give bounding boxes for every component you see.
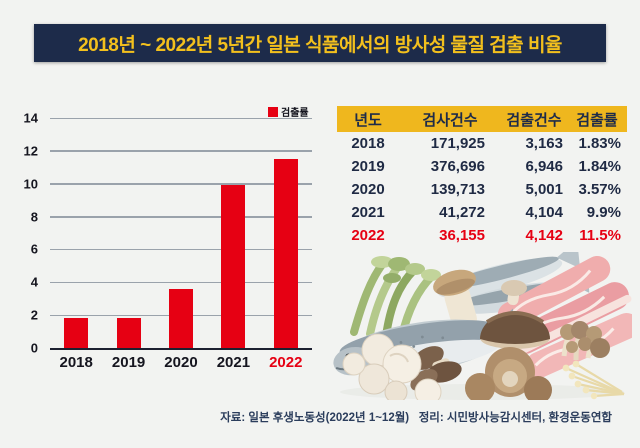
x-tick-label: 2020 bbox=[164, 354, 198, 371]
table-row: 2022 36,155 4,142 11.5% bbox=[337, 224, 627, 247]
legend-label: 검출률 bbox=[281, 108, 309, 119]
table-cell: 9.9% bbox=[586, 204, 621, 221]
y-tick-label: 14 bbox=[23, 110, 38, 126]
table-cell: 2019 bbox=[351, 158, 385, 175]
table-body: 2018 171,925 3,163 1.83% 2019 376,696 6,946 1.8… bbox=[337, 132, 627, 247]
x-tick-label: 2019 bbox=[111, 354, 146, 371]
table-cell: 41,272 bbox=[439, 204, 485, 221]
table-cell: 11.5% bbox=[579, 227, 621, 244]
table-cell: 171,925 bbox=[430, 135, 485, 152]
table-row: 2021 41,272 4,104 9.9% bbox=[337, 201, 627, 224]
y-tick-label: 8 bbox=[30, 209, 38, 225]
source-note: 자료: 일본 후생노동성(2022년 1~12월) 정리: 시민방사능감시센터,… bbox=[220, 412, 612, 424]
table-header-row: 년도 검사건수 검출건수 검출률 bbox=[337, 106, 627, 132]
bar-2021 bbox=[221, 185, 246, 348]
table-cell: 3.57% bbox=[578, 181, 621, 198]
page-title: 2018년 ~ 2022년 5년간 일본 식품에서의 방사성 물질 검출 비율 bbox=[78, 34, 562, 56]
table-row: 2020 139,713 5,001 3.57% bbox=[337, 178, 627, 201]
x-tick-label: 2022 bbox=[269, 354, 303, 371]
table-cell: 2022 bbox=[351, 227, 385, 244]
x-tick-label: 2021 bbox=[216, 354, 251, 371]
bar-chart: 검출률 0 2 4 6 8 10 12 14 2018 2019 2020 2021 2022 bbox=[0, 95, 332, 385]
gridline bbox=[50, 117, 312, 119]
table-cell: 3,163 bbox=[525, 135, 563, 152]
y-axis: 0 2 4 6 8 10 12 14 bbox=[0, 112, 44, 355]
x-tick-label: 2018 bbox=[59, 354, 93, 371]
button-mushrooms bbox=[342, 333, 442, 400]
table-cell: 2020 bbox=[351, 181, 385, 198]
table-cell: 139,713 bbox=[430, 181, 485, 198]
table-cell: 6,946 bbox=[525, 158, 563, 175]
bar-2022 bbox=[273, 159, 298, 348]
table-cell: 2018 bbox=[351, 135, 385, 152]
table-row: 2019 376,696 6,946 1.84% bbox=[337, 155, 627, 178]
bar-2019 bbox=[116, 317, 141, 348]
table-cell: 1.83% bbox=[578, 135, 621, 152]
gridline bbox=[50, 216, 312, 218]
table-cell: 2021 bbox=[351, 204, 385, 221]
gridline bbox=[50, 281, 312, 284]
column-header: 년도 bbox=[354, 111, 382, 129]
table-cell: 5,001 bbox=[525, 181, 563, 198]
column-header: 검사건수 bbox=[422, 111, 478, 129]
legend-swatch-icon bbox=[268, 106, 278, 117]
food-photo-illustration bbox=[333, 252, 632, 400]
table-cell: 4,104 bbox=[525, 204, 563, 221]
y-tick-label: 0 bbox=[30, 340, 38, 356]
table-cell: 1.84% bbox=[578, 158, 621, 175]
greens-vegetable bbox=[350, 256, 441, 340]
column-header: 검출건수 bbox=[506, 111, 562, 129]
gridline bbox=[50, 183, 312, 185]
shimeji-mushrooms bbox=[560, 321, 610, 361]
y-tick-label: 6 bbox=[30, 241, 38, 257]
gridline bbox=[50, 248, 312, 251]
y-tick-label: 12 bbox=[23, 143, 38, 159]
enoki-mushrooms bbox=[562, 360, 625, 400]
column-header: 검출률 bbox=[576, 111, 618, 129]
table-row: 2018 171,925 3,163 1.83% bbox=[337, 132, 627, 155]
table-cell: 4,142 bbox=[525, 227, 563, 244]
y-tick-label: 2 bbox=[30, 307, 38, 323]
bar-2020 bbox=[169, 289, 193, 348]
bar-2018 bbox=[64, 317, 89, 348]
title-banner: 2018년 ~ 2022년 5년간 일본 식품에서의 방사성 물질 검출 비율 bbox=[34, 24, 606, 62]
gridline bbox=[50, 150, 312, 152]
y-tick-label: 4 bbox=[30, 274, 38, 290]
cremini-mushrooms bbox=[465, 347, 552, 400]
large-shiitake-mushroom bbox=[480, 280, 550, 349]
table-cell: 36,155 bbox=[439, 227, 485, 244]
table-cell: 376,696 bbox=[430, 158, 485, 175]
data-table: 년도 검사건수 검출건수 검출률 2018 171,925 3,163 1.83% 2019 3… bbox=[337, 106, 627, 247]
chart-plot-area bbox=[50, 117, 312, 350]
x-axis: 2018 2019 2020 2021 2022 bbox=[50, 352, 312, 374]
y-tick-label: 10 bbox=[23, 176, 38, 192]
chart-legend: 검출률 bbox=[268, 104, 309, 119]
